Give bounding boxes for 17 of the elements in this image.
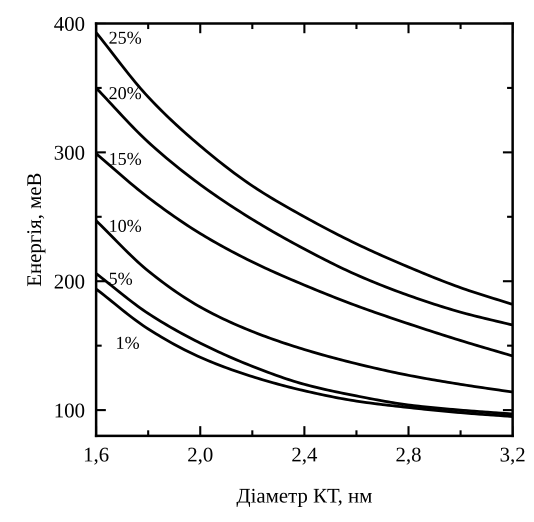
x-tick-label: 2,4	[292, 448, 318, 465]
series-label: 5%	[110, 272, 132, 285]
x-tick-label: 3,2	[500, 448, 525, 465]
y-tick-label: 300	[54, 146, 84, 160]
series-label: 15%	[110, 152, 142, 166]
x-axis-title: Діаметр КТ, нм	[236, 488, 372, 507]
y-tick-label: 400	[54, 16, 84, 31]
y-tick-label: 100	[56, 403, 84, 418]
series-label: 10%	[110, 220, 142, 232]
x-tick-label: 2,8	[396, 448, 421, 465]
x-tick-label: 2,0	[188, 448, 212, 465]
y-tick-label: 200	[54, 274, 84, 289]
series-label: 20%	[109, 87, 142, 100]
legend-label: 25%	[109, 32, 142, 44]
series-label: 1%	[117, 336, 140, 349]
x-tick-label: 1,6	[84, 448, 109, 465]
y-axis-title: Енергія, меВ	[27, 174, 46, 286]
